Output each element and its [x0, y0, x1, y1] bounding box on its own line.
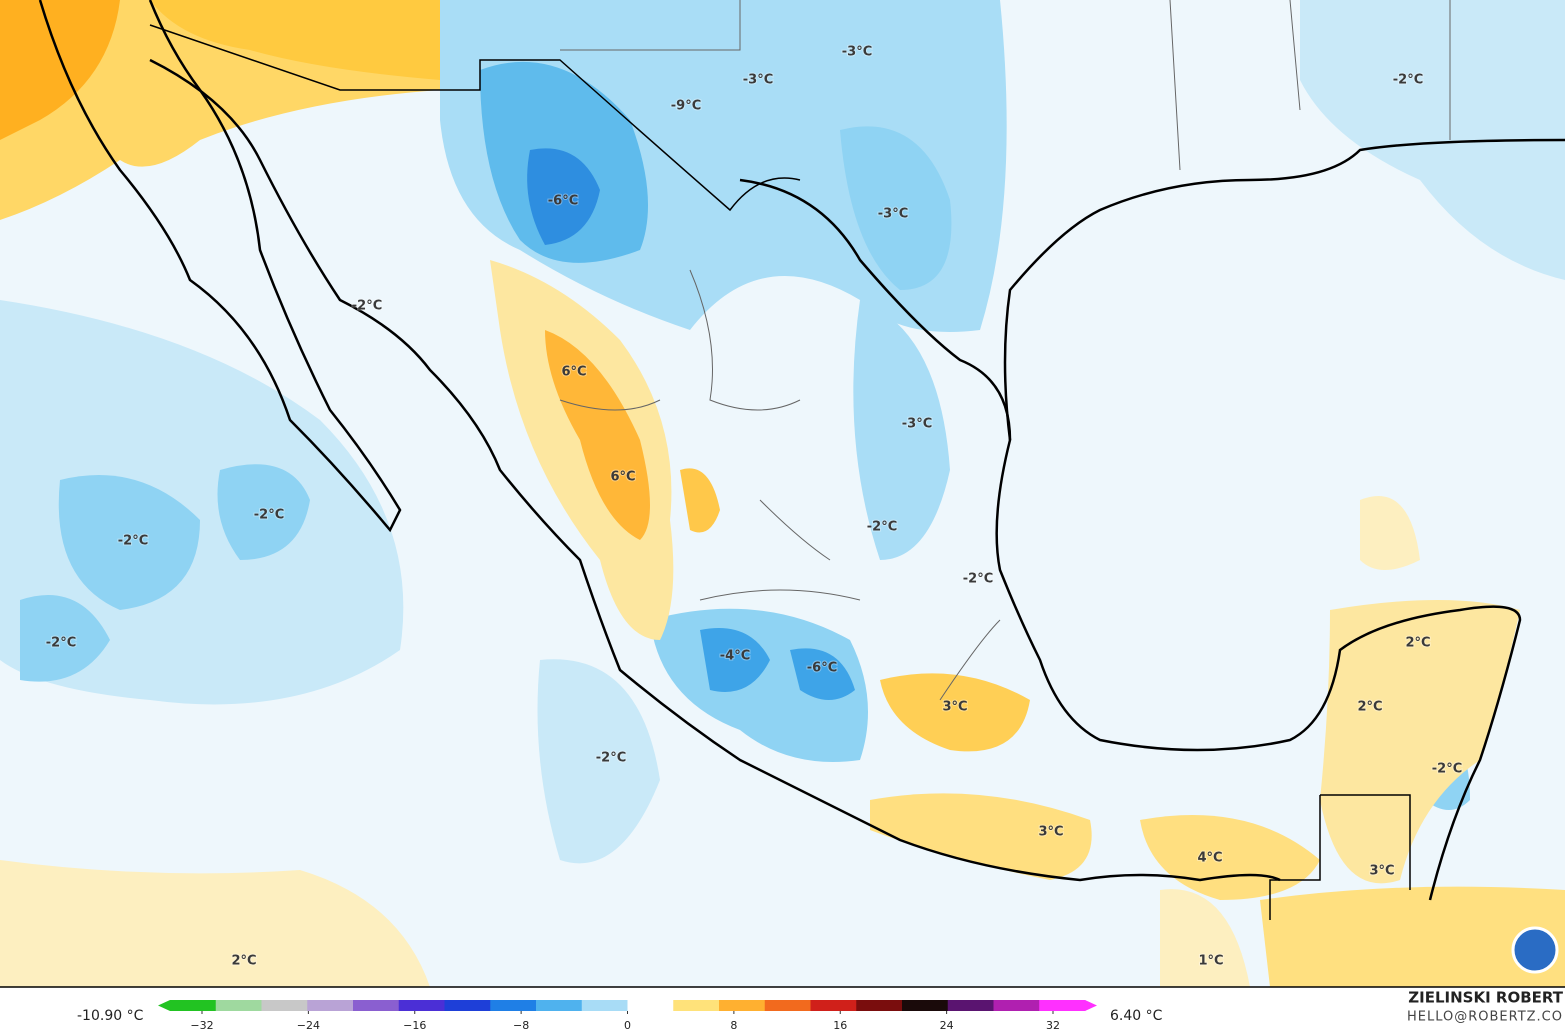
temperature-label: -2°C [118, 534, 148, 549]
colorbar-segment [170, 1000, 217, 1011]
colorbar-segment [902, 1000, 949, 1011]
colorbar-segment [215, 1000, 262, 1011]
temperature-label: -3°C [902, 417, 932, 432]
colorbar-segment [810, 1000, 857, 1011]
temperature-label: -2°C [254, 508, 284, 523]
colorbar-tick-label: 8 [730, 1019, 737, 1032]
colorbar-tick-label: −8 [513, 1019, 529, 1032]
temperature-label: -9°C [671, 99, 701, 114]
noaa-logo [1511, 926, 1559, 974]
temperature-label: 2°C [1405, 636, 1430, 651]
colorbar: −32 −24 −16 −8 0 8 16 24 32 [158, 1000, 1097, 1032]
state-lines [559, 0, 1451, 701]
temperature-label: -2°C [1432, 762, 1462, 777]
temperature-label: 3°C [942, 700, 967, 715]
colorbar-segment [307, 1000, 354, 1011]
temperature-label: -2°C [963, 572, 993, 587]
colorbar-tick-label: 0 [624, 1019, 631, 1032]
temperature-label: -6°C [807, 661, 837, 676]
temperature-label: -4°C [720, 649, 750, 664]
borders [149, 24, 1411, 920]
temperature-label: 2°C [1357, 700, 1382, 715]
temperature-label: -2°C [1393, 73, 1423, 88]
colorbar-arrow-right [1085, 1000, 1097, 1011]
colorbar-segment [581, 1000, 628, 1011]
temperature-label: -3°C [842, 45, 872, 60]
temperature-label: -6°C [548, 194, 578, 209]
colorbar-arrow-left [158, 1000, 170, 1011]
colorbar-segment [398, 1000, 445, 1011]
temperature-label: -3°C [743, 73, 773, 88]
temperature-label: -3°C [878, 207, 908, 222]
labels: -3°C -3°C -2°C -9°C -6°C -3°C -2°C 6°C -3°C 6°C -2… [45, 44, 1463, 970]
colorbar-tick-label: 32 [1046, 1019, 1060, 1032]
colorbar-segment [947, 1000, 994, 1011]
colorbar-min: -10.90 °C [77, 1008, 144, 1024]
credit-name: ZIELINSKI ROBERT [1408, 989, 1563, 1007]
colorbar-segment [444, 1000, 491, 1011]
colorbar-segment [627, 1000, 674, 1011]
temperature-label: 3°C [1369, 864, 1394, 879]
temperature-label: -2°C [596, 751, 626, 766]
colorbar-max: 6.40 °C [1110, 1008, 1163, 1024]
temperature-label: 1°C [1198, 954, 1223, 969]
temperature-label: 4°C [1197, 851, 1222, 866]
colorbar-segment [719, 1000, 766, 1011]
colorbar-segment [993, 1000, 1040, 1011]
colorbar-tick-label: 24 [940, 1019, 954, 1032]
temperature-label: -2°C [867, 520, 897, 535]
colorbar-segment [856, 1000, 903, 1011]
credit-email: HELLO@ROBERTZ.CO [1407, 1010, 1563, 1025]
colorbar-tick-label: −24 [297, 1019, 320, 1032]
temperature-label: 6°C [561, 365, 586, 380]
temperature-label: -2°C [352, 299, 382, 314]
colorbar-segment [261, 1000, 308, 1011]
temperature-label: 2°C [231, 954, 256, 969]
temperature-label: -2°C [46, 636, 76, 651]
temperature-label: 6°C [610, 470, 635, 485]
coastlines [38, 0, 1565, 901]
colorbar-tick-label: −16 [403, 1019, 426, 1032]
colorbar-segment [764, 1000, 811, 1011]
colorbar-segment [353, 1000, 400, 1011]
colorbar-tick-label: −32 [190, 1019, 213, 1032]
temperature-label: 3°C [1038, 825, 1063, 840]
colorbar-segment [490, 1000, 537, 1011]
colorbar-segment [536, 1000, 583, 1011]
colorbar-segment [673, 1000, 720, 1011]
colorbar-segment [1039, 1000, 1086, 1011]
colorbar-tick-label: 16 [833, 1019, 847, 1032]
